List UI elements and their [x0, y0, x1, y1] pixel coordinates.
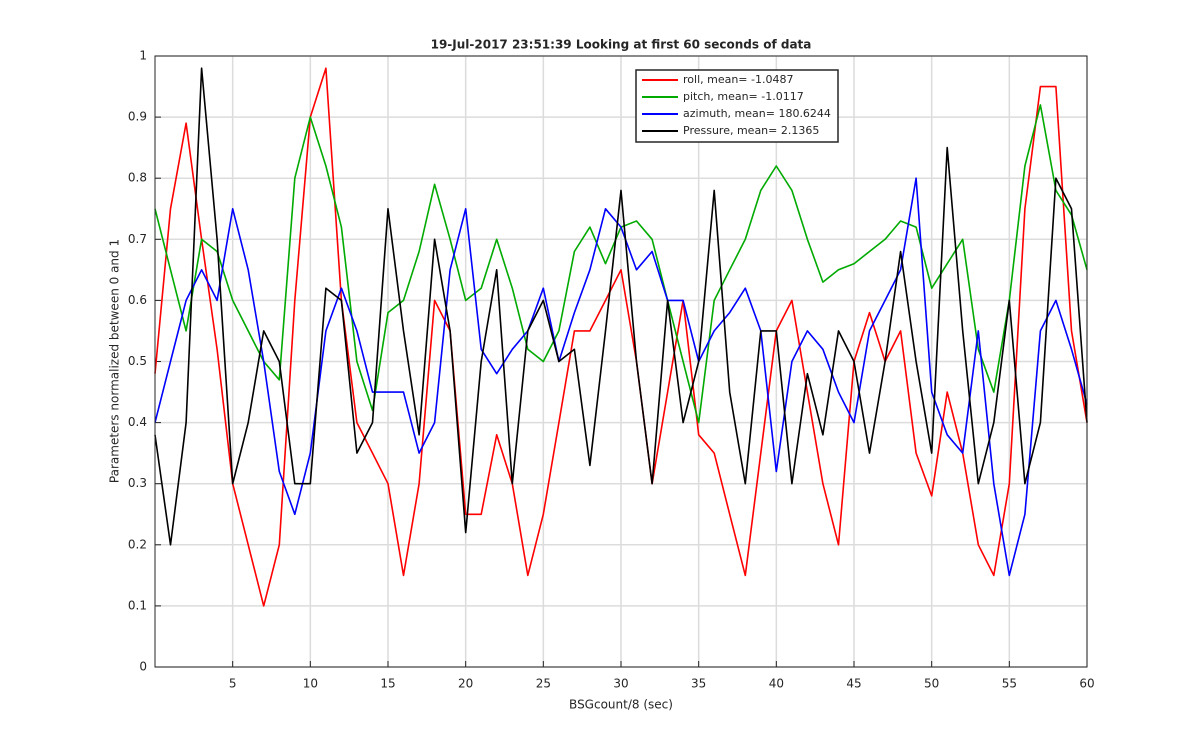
x-tick-label: 55 — [1002, 677, 1017, 691]
legend-label: azimuth, mean= 180.6244 — [683, 107, 831, 120]
y-axis-label: Parameters normalized between 0 and 1 — [108, 239, 122, 483]
x-tick-label: 10 — [303, 677, 318, 691]
x-tick-label: 45 — [846, 677, 861, 691]
y-tick-label: 0.6 — [128, 293, 147, 307]
x-tick-label: 50 — [924, 677, 939, 691]
x-tick-label: 25 — [536, 677, 551, 691]
y-tick-label: 0.7 — [128, 232, 147, 246]
x-tick-label: 40 — [769, 677, 784, 691]
x-tick-label: 30 — [613, 677, 628, 691]
y-tick-label: 0.2 — [128, 537, 147, 551]
x-axis-label: BSGcount/8 (sec) — [569, 698, 673, 712]
plot-box — [154, 55, 1088, 668]
x-tick-label: 60 — [1079, 677, 1094, 691]
legend-label: Pressure, mean= 2.1365 — [683, 124, 819, 137]
y-tick-label: 0.5 — [128, 354, 147, 368]
y-tick-label: 1 — [139, 49, 147, 63]
chart-title: 19-Jul-2017 23:51:39 Looking at first 60… — [431, 38, 812, 52]
y-tick-label: 0.1 — [128, 598, 147, 612]
legend-label: pitch, mean= -1.0117 — [683, 90, 804, 103]
legend-label: roll, mean= -1.0487 — [683, 73, 793, 86]
x-tick-label: 15 — [380, 677, 395, 691]
y-tick-label: 0.3 — [128, 476, 147, 490]
y-tick-label: 0.4 — [128, 415, 147, 429]
y-tick-label: 0 — [139, 660, 147, 674]
series-line — [154, 177, 1088, 577]
x-tick-label: 20 — [458, 677, 473, 691]
y-tick-label: 0.9 — [128, 110, 147, 124]
x-tick-label: 35 — [691, 677, 706, 691]
series-line — [154, 67, 1088, 546]
y-tick-label: 0.8 — [128, 171, 147, 185]
x-tick-label: 5 — [229, 677, 237, 691]
